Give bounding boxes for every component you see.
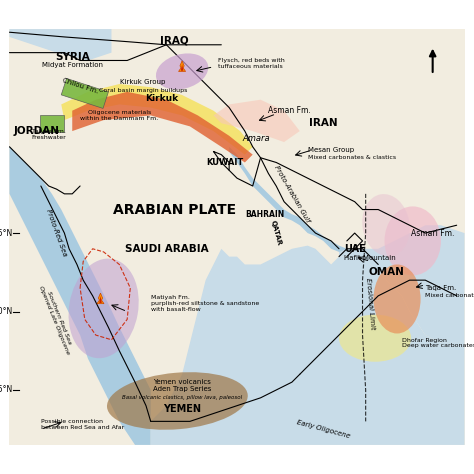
Polygon shape: [179, 61, 186, 72]
Text: UAE: UAE: [344, 244, 365, 254]
Ellipse shape: [69, 259, 139, 358]
Text: QATAR: QATAR: [270, 219, 283, 246]
Text: JORDAN: JORDAN: [13, 126, 59, 136]
Text: 25°N: 25°N: [0, 228, 13, 237]
Ellipse shape: [339, 315, 411, 362]
Polygon shape: [97, 293, 104, 304]
Text: IRAN: IRAN: [309, 118, 337, 128]
Ellipse shape: [107, 372, 248, 430]
Text: Chilou Fm.: Chilou Fm.: [62, 77, 99, 94]
Text: Yemen volcanics
Aden Trap Series: Yemen volcanics Aden Trap Series: [153, 379, 211, 392]
Text: IRAQ: IRAQ: [160, 35, 189, 45]
Text: Mesan Group: Mesan Group: [308, 147, 354, 153]
Text: Erosional Limit: Erosional Limit: [365, 278, 375, 330]
Polygon shape: [72, 92, 253, 163]
Text: Kirkuk Group: Kirkuk Group: [120, 80, 165, 85]
Text: Taqa Fm.: Taqa Fm.: [425, 285, 456, 291]
Text: Dhofar Region
Deep water carbonates: Dhofar Region Deep water carbonates: [402, 337, 474, 348]
Polygon shape: [339, 225, 465, 343]
Text: Oligocene materials
within the Dammam Fm.: Oligocene materials within the Dammam Fm…: [80, 110, 158, 121]
Text: Proto-Arabian Gulf: Proto-Arabian Gulf: [273, 164, 310, 223]
Text: SYRIA: SYRIA: [55, 52, 90, 63]
Polygon shape: [61, 78, 109, 109]
Text: Southern Red Sea
Opened Late Oligocene: Southern Red Sea Opened Late Oligocene: [38, 283, 75, 356]
Text: YEMEN: YEMEN: [163, 404, 201, 414]
Ellipse shape: [156, 54, 208, 90]
Text: KUWAIT: KUWAIT: [206, 158, 243, 167]
Text: Mixed carbonates & clastics: Mixed carbonates & clastics: [425, 293, 474, 298]
Text: Possible connection
between Red Sea and Afar: Possible connection between Red Sea and …: [41, 419, 124, 430]
Ellipse shape: [374, 264, 420, 334]
Polygon shape: [181, 64, 183, 71]
Polygon shape: [9, 147, 151, 445]
Text: Hafit Mountain: Hafit Mountain: [345, 255, 396, 261]
Text: Mixed carbonates & clastics: Mixed carbonates & clastics: [308, 155, 396, 160]
Text: 20°N: 20°N: [0, 307, 13, 316]
Polygon shape: [151, 246, 465, 445]
Polygon shape: [229, 147, 355, 256]
Text: OMAN: OMAN: [368, 267, 404, 277]
Text: Talyba Fm.
Freshwater: Talyba Fm. Freshwater: [31, 129, 66, 140]
Ellipse shape: [384, 206, 441, 275]
Polygon shape: [61, 84, 253, 155]
Text: SAUDI ARABIA: SAUDI ARABIA: [125, 244, 208, 254]
Text: Basal volcanic clastics, pillow lava, paleosol: Basal volcanic clastics, pillow lava, pa…: [122, 395, 242, 401]
Text: Matiyah Fm.
purplish-red siltstone & sandstone
with basalt-flow: Matiyah Fm. purplish-red siltstone & san…: [151, 295, 259, 312]
Text: Proto-Red Sea: Proto-Red Sea: [45, 209, 68, 257]
Text: Midyat Formation: Midyat Formation: [42, 62, 103, 68]
Polygon shape: [9, 29, 465, 445]
Text: Early Oligocene: Early Oligocene: [296, 419, 351, 439]
Polygon shape: [40, 115, 64, 132]
Text: Flysch, red beds with
tuffaceous materials: Flysch, red beds with tuffaceous materia…: [218, 58, 285, 69]
Text: Asmari Fm.: Asmari Fm.: [411, 228, 455, 237]
Text: Amara: Amara: [242, 135, 270, 144]
Text: Kirkuk: Kirkuk: [145, 94, 178, 103]
Text: 15°N: 15°N: [0, 385, 13, 394]
Polygon shape: [99, 296, 102, 303]
Text: Asman Fm.: Asman Fm.: [268, 106, 311, 115]
Text: ARABIAN PLATE: ARABIAN PLATE: [113, 202, 236, 217]
Polygon shape: [9, 29, 111, 61]
Ellipse shape: [362, 194, 410, 256]
Polygon shape: [213, 100, 300, 142]
Text: Coral basin margin buildups: Coral basin margin buildups: [99, 88, 187, 93]
Text: BAHRAIN: BAHRAIN: [246, 210, 285, 219]
